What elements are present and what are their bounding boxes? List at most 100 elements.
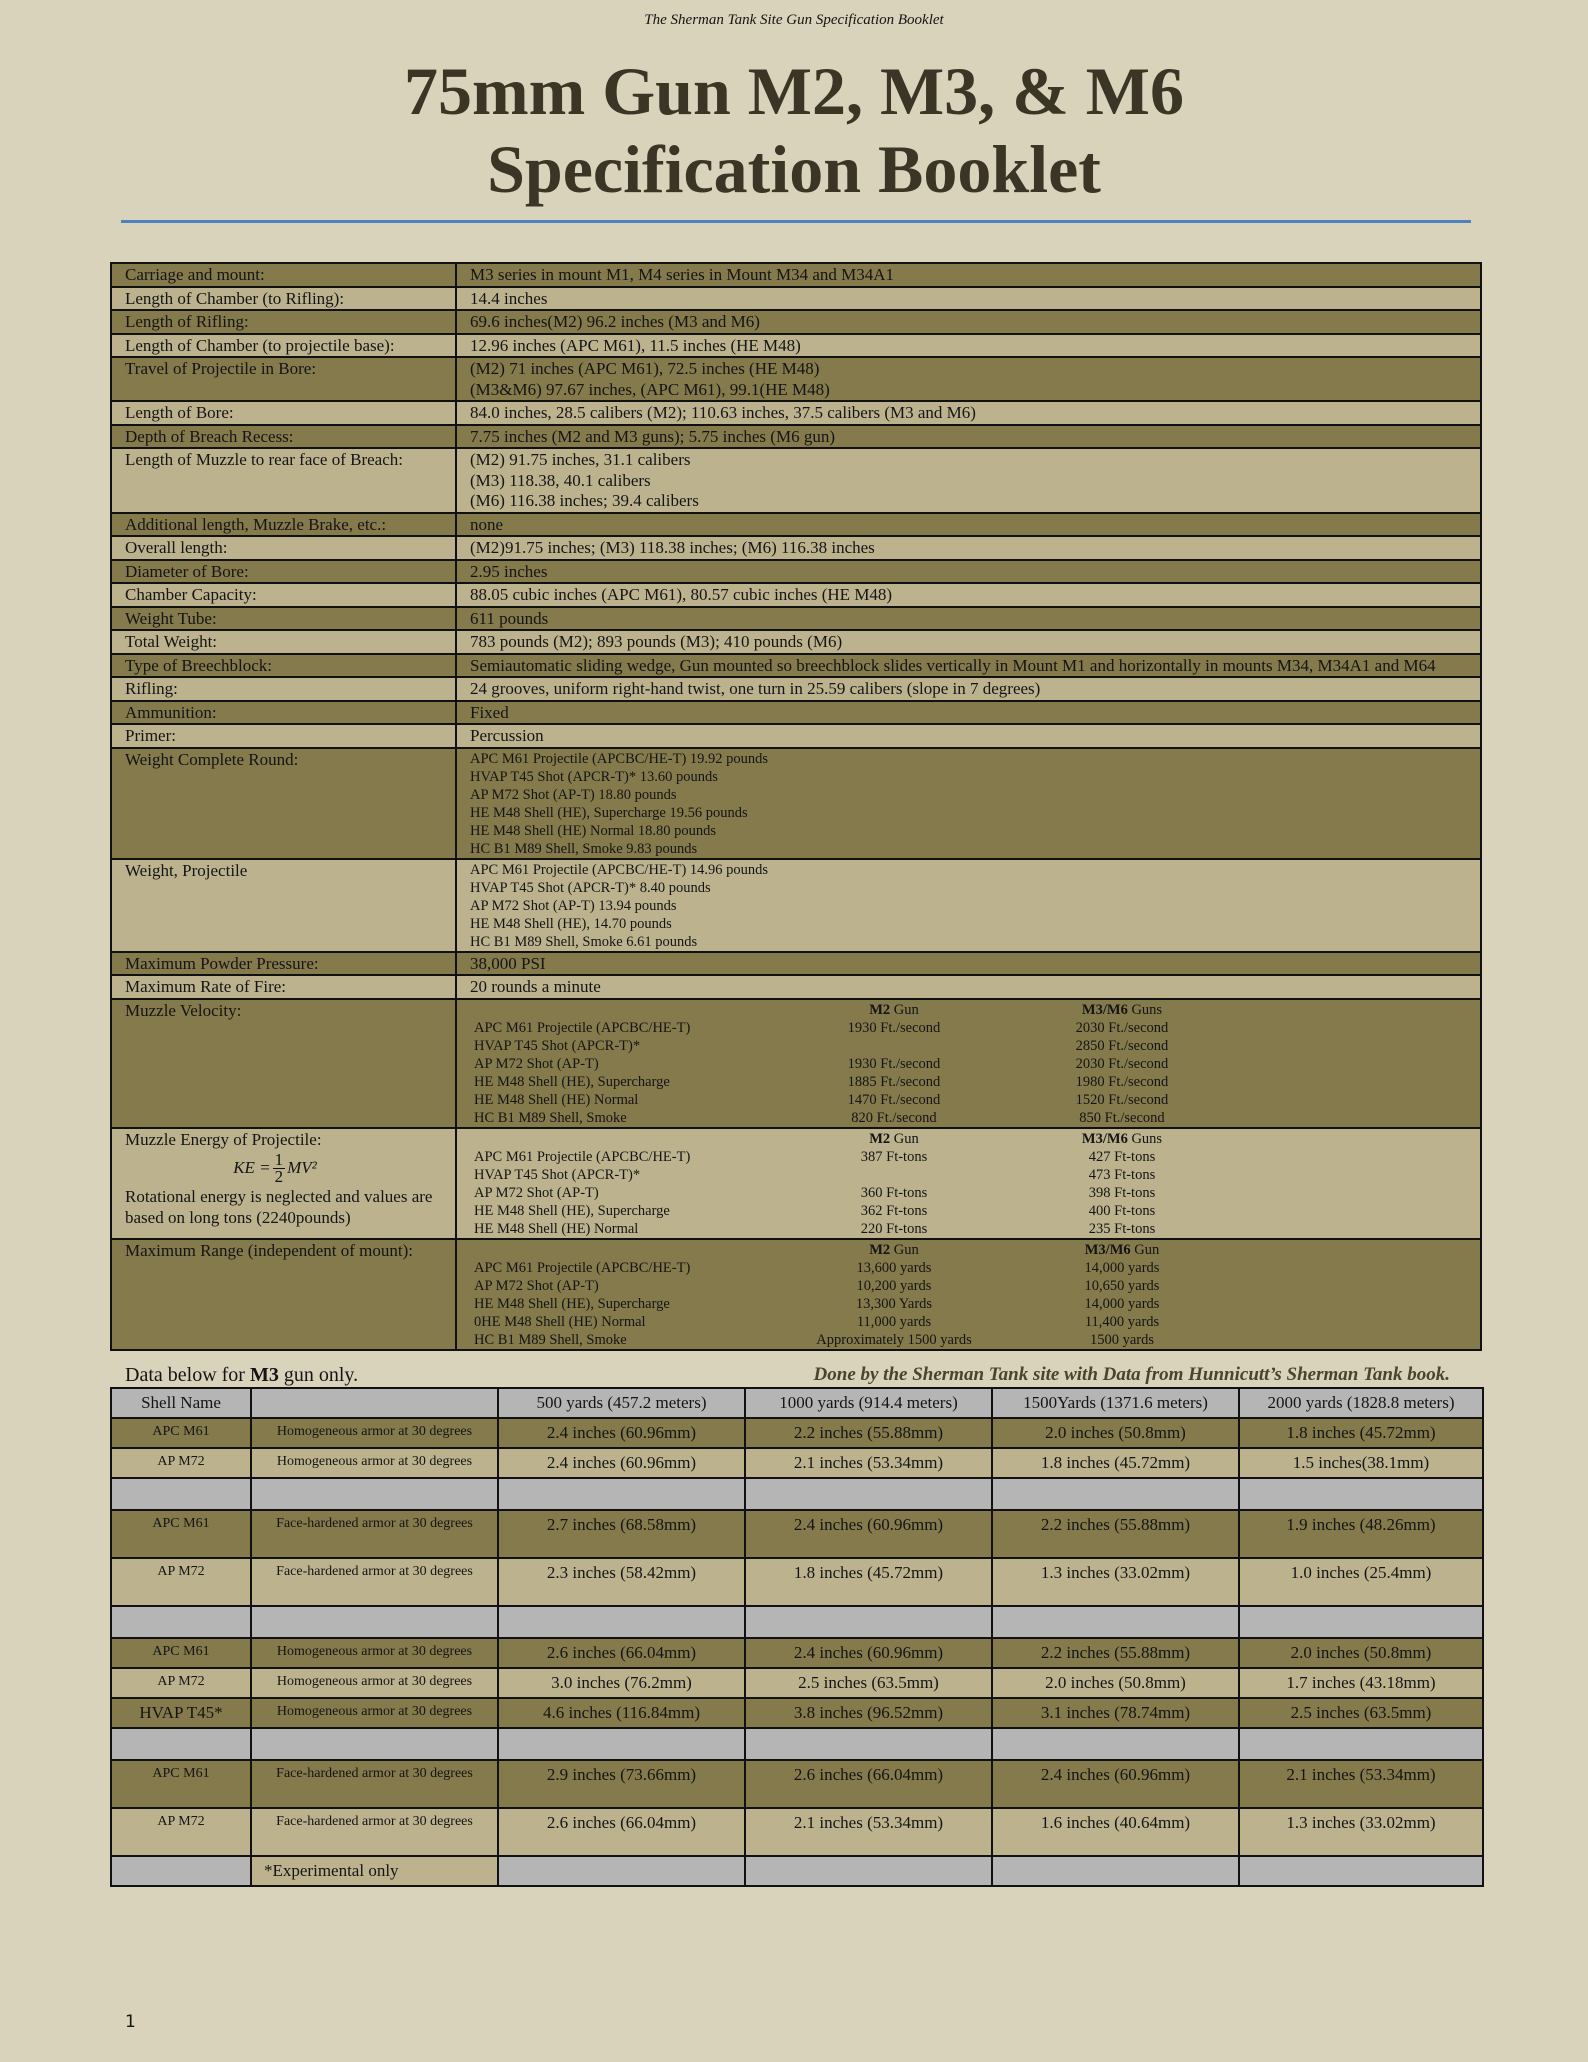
spec-label-text: Muzzle Velocity:	[125, 1000, 242, 1020]
shell-name: APC M61	[110, 1509, 252, 1559]
spec-value-line: (M3) 118.38, 40.1 calibers	[470, 470, 651, 490]
spec-value-line: AP M72 Shot (AP-T) 13.94 pounds	[470, 897, 677, 914]
pen-1500: 1.3 inches (33.02mm)	[991, 1557, 1240, 1607]
spec-row: Total Weight: 783 pounds (M2); 893 pounds…	[110, 629, 1482, 655]
subtable-m2-value: 1470 Ft./second	[847, 1091, 941, 1108]
penetration-row: AP M72 Face-hardened armor at 30 degrees 2…	[110, 1807, 1484, 1857]
subtable-gap	[996, 1202, 1020, 1220]
subtable-item: AP M72 Shot (AP-T)	[474, 1277, 599, 1294]
spec-label-text: Weight Complete Round:	[125, 749, 299, 769]
pen-500: 2.4 inches (60.96mm)	[497, 1447, 746, 1479]
spec-value: 611 pounds	[455, 605, 1482, 631]
pen-1000: 2.1 inches (53.34mm)	[744, 1447, 993, 1479]
spec-label-text: Length of Rifling:	[125, 312, 249, 331]
subtable-item: HE M48 Shell (HE) Normal	[474, 1091, 639, 1108]
subtable-m3-value: 2030 Ft./second	[1075, 1055, 1169, 1072]
spec-value-line: 84.0 inches, 28.5 calibers (M2); 110.63 …	[470, 403, 976, 422]
column-header: Shell Name	[110, 1387, 252, 1419]
pen-2000: 2.1 inches (53.34mm)	[1238, 1759, 1484, 1809]
armor-type	[250, 1727, 499, 1761]
subtable-header-suffix: Gun	[890, 1241, 919, 1258]
spec-value-line: 38,000 PSI	[470, 953, 546, 973]
subtable-item: APC M61 Projectile (APCBC/HE-T)	[474, 1019, 691, 1036]
spec-label: Length of Bore:	[110, 400, 457, 426]
penetration-row: APC M61 Face-hardened armor at 30 degrees…	[110, 1509, 1484, 1559]
pen-1500: 2.0 inches (50.8mm)	[991, 1417, 1240, 1449]
spec-label: Chamber Capacity:	[110, 582, 457, 608]
spec-value: (M2)91.75 inches; (M3) 118.38 inches; (M…	[455, 535, 1482, 561]
spec-value-line: Semiautomatic sliding wedge, Gun mounted…	[470, 655, 1436, 675]
subtable-corner	[474, 1130, 792, 1148]
penetration-row	[110, 1477, 1484, 1511]
spec-label: Travel of Projectile in Bore:	[110, 356, 457, 402]
subtable-m2-value: 11,000 yards	[856, 1313, 932, 1330]
spec-label-text: Chamber Capacity:	[125, 585, 257, 604]
subtable-header-suffix: Guns	[1127, 1001, 1163, 1018]
subtable-header: M2 Gun	[792, 1241, 996, 1259]
pen-1000: 2.5 inches (63.5mm)	[744, 1667, 993, 1699]
spec-row: Diameter of Bore: 2.95 inches	[110, 558, 1482, 584]
spec-label: Total Weight:	[110, 629, 457, 655]
subtable-gap	[996, 1184, 1020, 1202]
subtable-m2-value: 220 Ft-tons	[860, 1220, 928, 1237]
shell-name	[110, 1605, 252, 1639]
page-title: 75mm Gun M2, M3, & M6 Specification Book…	[0, 52, 1588, 208]
subtable-m3-value: 1520 Ft./second	[1075, 1091, 1169, 1108]
subtable-m2-value: 1930 Ft./second	[847, 1019, 941, 1036]
spec-label-text: Length of Muzzle to rear face of Breach:	[125, 450, 403, 469]
spec-row: Overall length: (M2)91.75 inches; (M3) 11…	[110, 535, 1482, 561]
pen-1500: 2.2 inches (55.88mm)	[991, 1509, 1240, 1559]
spec-label: Length of Chamber (to projectile base):	[110, 332, 457, 358]
spec-value-line: 783 pounds (M2); 893 pounds (M3); 410 po…	[470, 632, 843, 651]
spec-value-line: (M2)91.75 inches; (M3) 118.38 inches; (M…	[470, 538, 875, 557]
column-header: 1000 yards (914.4 meters)	[744, 1387, 993, 1419]
pen-500: 4.6 inches (116.84mm)	[497, 1697, 746, 1729]
spec-row: Length of Chamber (to projectile base): 1…	[110, 332, 1482, 358]
subtable-gap	[996, 1091, 1020, 1109]
spec-value-line: 12.96 inches (APC M61), 11.5 inches (HE …	[470, 335, 801, 355]
subtable-gap	[996, 1277, 1020, 1295]
pen-1500: 1.6 inches (40.64mm)	[991, 1807, 1240, 1857]
armor-type: Face-hardened armor at 30 degrees	[250, 1557, 499, 1607]
subtable-gap	[996, 1019, 1020, 1037]
penetration-row: AP M72 Face-hardened armor at 30 degrees 2…	[110, 1557, 1484, 1607]
spec-label: Weight Complete Round:	[110, 746, 457, 860]
spec-label: Muzzle Energy of Projectile: KE = 1 2 MV² Ro…	[110, 1126, 457, 1240]
spec-label: Type of Breechblock:	[110, 652, 457, 678]
armor-type: Face-hardened armor at 30 degrees	[250, 1759, 499, 1809]
spec-value-line: 69.6 inches(M2) 96.2 inches (M3 and M6)	[470, 312, 760, 331]
subtable-m2-value: 13,600 yards	[856, 1259, 932, 1276]
penetration-row: *Experimental only	[110, 1855, 1484, 1887]
spec-label-text: Rifling:	[125, 679, 178, 698]
subtable-gap	[996, 1166, 1020, 1184]
specification-table: Carriage and mount: M3 series in mount M1…	[110, 262, 1482, 1351]
pen-500: 2.9 inches (73.66mm)	[497, 1759, 746, 1809]
column-header: 2000 yards (1828.8 meters)	[1238, 1387, 1484, 1419]
spec-label-text: Carriage and mount:	[125, 265, 265, 284]
spec-label: Weight Tube:	[110, 605, 457, 631]
spec-label-text: Length of Bore:	[125, 403, 234, 422]
subtable-m3-value: 427 Ft-tons	[1088, 1148, 1156, 1165]
penetration-row: AP M72 Homogeneous armor at 30 degrees 2.4…	[110, 1447, 1484, 1479]
subtable-corner	[474, 1241, 792, 1259]
spec-row: Maximum Range (independent of mount): M2 …	[110, 1237, 1482, 1351]
spec-label-text: Muzzle Energy of Projectile:	[125, 1129, 322, 1149]
spec-value: (M2) 91.75 inches, 31.1 calibers (M3) 118…	[455, 447, 1482, 514]
spec-value: 69.6 inches(M2) 96.2 inches (M3 and M6)	[455, 309, 1482, 335]
subtable-item: APC M61 Projectile (APCBC/HE-T)	[474, 1148, 691, 1165]
spec-value-line: (M2) 71 inches (APC M61), 72.5 inches (H…	[470, 359, 820, 378]
penetration-note: Data below for M3 gun only. Done by the …	[125, 1364, 1450, 1387]
pen-1000: 3.8 inches (96.52mm)	[744, 1697, 993, 1729]
subtable-header-suffix: Gun	[1130, 1241, 1160, 1258]
spec-value: M2 Gun M3/M6 Gun APC M61 Projectile (APCBC…	[455, 1237, 1482, 1351]
subtable-gap	[996, 1220, 1020, 1238]
spec-row: Weight Complete Round: APC M61 Projectile…	[110, 746, 1482, 860]
spec-label-text: Maximum Powder Pressure:	[125, 953, 319, 973]
spec-label: Length of Rifling:	[110, 309, 457, 335]
spec-label: Ammunition:	[110, 699, 457, 725]
spec-value-line: 88.05 cubic inches (APC M61), 80.57 cubi…	[470, 585, 893, 604]
shell-name: APC M61	[110, 1417, 252, 1449]
shell-name: AP M72	[110, 1667, 252, 1699]
spec-row: Weight Tube: 611 pounds	[110, 605, 1482, 631]
spec-label: Maximum Range (independent of mount):	[110, 1237, 457, 1351]
